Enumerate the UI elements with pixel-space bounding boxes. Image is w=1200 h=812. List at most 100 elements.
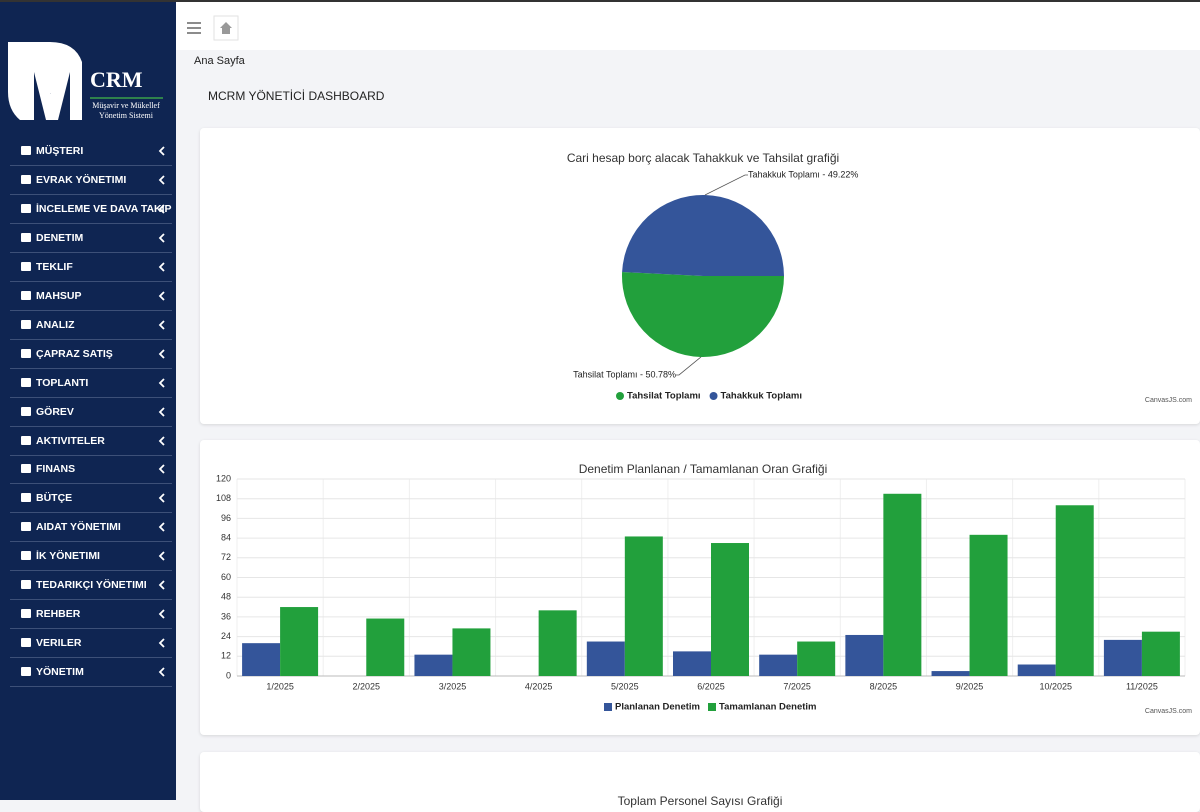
menu-item[interactable]: FINANS bbox=[10, 455, 172, 484]
bar bbox=[587, 642, 625, 676]
bar bbox=[883, 494, 921, 676]
bar bbox=[280, 607, 318, 676]
x-tick-label: 1/2025 bbox=[266, 681, 294, 691]
chevron bbox=[158, 233, 166, 243]
menu-item[interactable]: VERILER bbox=[10, 629, 172, 658]
menu-item[interactable]: İK YÖNETIMI bbox=[10, 542, 172, 571]
y-tick-label: 72 bbox=[221, 552, 231, 562]
menu-icon bbox=[21, 349, 31, 358]
menu-item[interactable]: ÇAPRAZ SATIŞ bbox=[10, 340, 172, 369]
chevron bbox=[158, 436, 166, 446]
menu-item[interactable]: MAHSUP bbox=[10, 282, 172, 311]
bar bbox=[414, 655, 452, 676]
menu-icon bbox=[21, 320, 31, 329]
chevron bbox=[158, 378, 166, 388]
menu-item[interactable]: EVRAK YÖNETIMI bbox=[10, 166, 172, 195]
menu-item[interactable]: TEDARIKÇI YÖNETIMI bbox=[10, 571, 172, 600]
personnel-card: Toplam Personel Sayısı Grafiği bbox=[200, 752, 1200, 812]
bar bbox=[366, 619, 404, 676]
x-tick-label: 9/2025 bbox=[956, 681, 984, 691]
value-label: Tahakkuk Toplamı - 49.22% bbox=[748, 169, 858, 179]
chevron bbox=[158, 667, 166, 677]
menu-item[interactable]: İNCELEME VE DAVA TAKIP bbox=[10, 195, 172, 224]
home-button[interactable] bbox=[214, 16, 238, 40]
chevron bbox=[158, 204, 166, 214]
menu-item[interactable]: REHBER bbox=[10, 600, 172, 629]
bar bbox=[845, 635, 883, 676]
hamburger-button[interactable] bbox=[187, 23, 201, 33]
menu-icon bbox=[21, 262, 31, 271]
menu-item[interactable]: TEKLIF bbox=[10, 253, 172, 282]
menu-item[interactable]: ANALIZ bbox=[10, 311, 172, 340]
menu-icon bbox=[21, 551, 31, 560]
pie-slice bbox=[622, 195, 784, 276]
value-label: Tahsilat Toplamı - 50.78% bbox=[573, 369, 676, 379]
bar bbox=[1018, 665, 1056, 676]
bar bbox=[673, 651, 711, 676]
x-tick-label: 8/2025 bbox=[870, 681, 898, 691]
y-tick-label: 12 bbox=[221, 651, 231, 661]
bar bbox=[539, 610, 577, 676]
menu-item[interactable]: GÖREV bbox=[10, 398, 172, 427]
y-tick-label: 60 bbox=[221, 572, 231, 582]
menu-label: AIDAT YÖNETIMI bbox=[36, 521, 121, 533]
menu-icon bbox=[21, 175, 31, 184]
menu-label: ANALIZ bbox=[36, 319, 75, 331]
leader-line bbox=[705, 175, 748, 195]
menu-icon bbox=[21, 146, 31, 155]
menu-icon bbox=[21, 291, 31, 300]
header-icons bbox=[176, 2, 256, 50]
menu-label: TEDARIKÇI YÖNETIMI bbox=[36, 579, 147, 591]
credit: CanvasJS.com bbox=[1145, 397, 1192, 404]
chevron bbox=[158, 146, 166, 156]
x-tick-label: 7/2025 bbox=[783, 681, 811, 691]
x-tick-label: 2/2025 bbox=[353, 681, 381, 691]
chart-title: Toplam Personel Sayısı Grafiği bbox=[200, 794, 1200, 808]
chevron bbox=[158, 464, 166, 474]
menu-item[interactable]: AKTIVITELER bbox=[10, 427, 172, 456]
y-tick-label: 0 bbox=[226, 670, 231, 680]
menu-label: EVRAK YÖNETIMI bbox=[36, 174, 126, 186]
chevron bbox=[158, 638, 166, 648]
menu-label: İK YÖNETIMI bbox=[36, 550, 100, 562]
x-tick-label: 5/2025 bbox=[611, 681, 639, 691]
menu-label: MÜŞTERI bbox=[36, 145, 83, 157]
chart: Denetim Planlanan / Tamamlanan Oran Graf… bbox=[200, 440, 1200, 735]
menu-label: TEKLIF bbox=[36, 261, 73, 273]
bar bbox=[932, 671, 970, 676]
chart-title: Cari hesap borç alacak Tahakkuk ve Tahsi… bbox=[567, 151, 839, 165]
breadcrumb[interactable]: Ana Sayfa bbox=[194, 55, 245, 67]
menu-item[interactable]: YÖNETIM bbox=[10, 658, 172, 687]
legend-marker bbox=[710, 392, 718, 400]
legend-marker bbox=[708, 703, 716, 711]
x-tick-label: 11/2025 bbox=[1126, 681, 1158, 691]
menu-item[interactable]: AIDAT YÖNETIMI bbox=[10, 513, 172, 542]
pie-card: Cari hesap borç alacak Tahakkuk ve Tahsi… bbox=[200, 128, 1200, 424]
menu-item[interactable]: BÜTÇE bbox=[10, 484, 172, 513]
bar bbox=[1056, 505, 1094, 676]
y-tick-label: 96 bbox=[221, 513, 231, 523]
bar-card: Denetim Planlanan / Tamamlanan Oran Graf… bbox=[200, 440, 1200, 735]
menu-icon bbox=[21, 493, 31, 502]
legend-label: Tahsilat Toplamı bbox=[627, 391, 701, 402]
logo-name: CRM bbox=[90, 67, 143, 92]
menu-icon bbox=[21, 522, 31, 531]
menu-item[interactable]: MÜŞTERI bbox=[10, 137, 172, 166]
legend-label: Planlanan Denetim bbox=[615, 702, 700, 713]
menu-label: VERILER bbox=[36, 637, 82, 649]
x-tick-label: 3/2025 bbox=[439, 681, 467, 691]
menu-item[interactable]: TOPLANTI bbox=[10, 369, 172, 398]
legend-label: Tahakkuk Toplamı bbox=[721, 391, 802, 402]
menu-label: REHBER bbox=[36, 608, 80, 620]
menu-label: FINANS bbox=[36, 463, 75, 475]
menu-icon bbox=[21, 580, 31, 589]
chart-title: Denetim Planlanan / Tamamlanan Oran Graf… bbox=[579, 462, 828, 476]
chevron bbox=[158, 349, 166, 359]
menu-icon bbox=[21, 204, 31, 213]
menu-label: MAHSUP bbox=[36, 290, 82, 302]
y-tick-label: 84 bbox=[221, 532, 231, 542]
menu-item[interactable]: DENETIM bbox=[10, 224, 172, 253]
menu-label: BÜTÇE bbox=[36, 492, 72, 504]
y-tick-label: 36 bbox=[221, 611, 231, 621]
